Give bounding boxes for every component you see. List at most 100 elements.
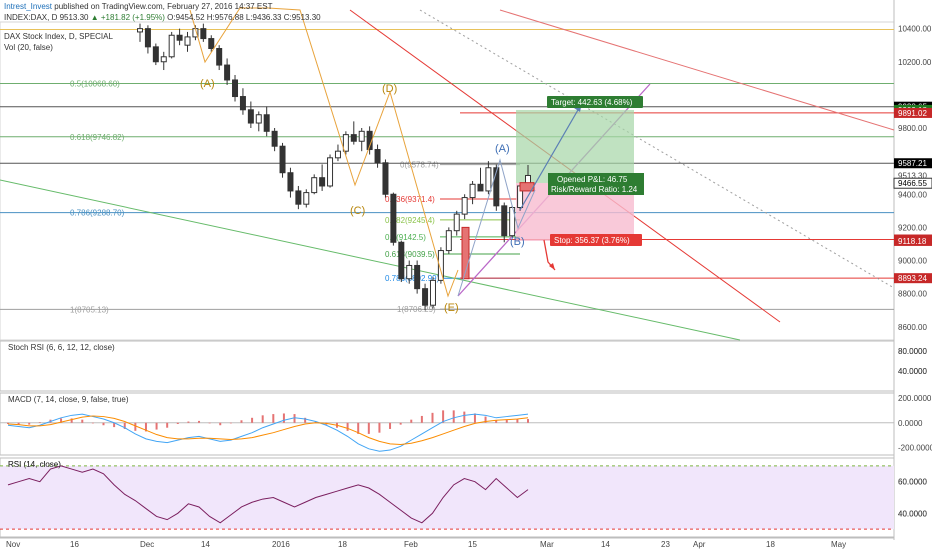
trend-line-red2	[499, 9, 895, 131]
candle-body	[493, 167, 500, 207]
publish-line: Intrest_Invest published on TradingView.…	[4, 2, 272, 11]
candle-body	[477, 183, 484, 192]
stoch-title: Stoch RSI (6, 6, 12, 12, close)	[8, 343, 115, 352]
candle-body	[382, 162, 389, 195]
price-tick: 9200.00	[898, 223, 927, 232]
pnl-label-bg	[548, 173, 644, 195]
rsi-tick: 40.0000	[898, 509, 927, 518]
time-tick: 14	[601, 540, 610, 549]
target-label-bg	[547, 96, 643, 108]
rr-label: Risk/Reward Ratio: 1.24	[551, 185, 638, 194]
candle-body	[208, 38, 215, 49]
candle-body	[176, 34, 183, 41]
fib-label-right: 0.618(9039.5)	[385, 250, 435, 259]
price-tick: 9400.00	[898, 190, 927, 199]
candle-body	[445, 230, 452, 252]
candle-body	[295, 190, 302, 205]
candle-body	[469, 183, 476, 199]
price-badge	[894, 107, 932, 118]
macd-tick: -200.0000	[898, 444, 932, 453]
fib-label-right: 0.236(9371.4)	[385, 195, 435, 204]
candle-body	[350, 134, 357, 142]
candle-body	[255, 114, 262, 124]
macd-pane	[0, 392, 895, 456]
time-tick: May	[831, 540, 846, 549]
price-tick: 9000.00	[898, 257, 927, 266]
candle-body	[437, 250, 444, 281]
time-tick: Feb	[404, 540, 418, 549]
time-tick: 15	[468, 540, 477, 549]
candle-body	[311, 177, 318, 194]
chart-title: DAX Stock Index, D, SPECIAL	[4, 32, 113, 41]
stop-label-bg	[550, 234, 642, 246]
rsi-title: RSI (14, close)	[8, 460, 61, 469]
stoch-tick: 40.0000	[898, 367, 927, 376]
price-badge-text: 9466.55	[898, 179, 927, 188]
price-tick: 9800.00	[898, 124, 927, 133]
wave-label: (A)	[495, 143, 510, 155]
fib-label-left: 0.786(9288.70)	[70, 209, 125, 218]
candle-body	[160, 56, 167, 63]
price-tick: 8600.00	[898, 323, 927, 332]
rsi-title: RSI (14, close)	[8, 460, 61, 469]
fib-label-right: 0.382(9245.4)	[385, 216, 435, 225]
candle-body	[414, 264, 421, 290]
published-text: published on TradingView.com, February 2…	[54, 2, 273, 11]
macd-tick: 200.0000	[898, 394, 932, 403]
price-badge-text: 9891.02	[898, 109, 927, 118]
price-badge-text: 9587.21	[898, 159, 927, 168]
quote-line: INDEX:DAX, D 9513.30 ▲ +181.82 (+1.95%) …	[4, 13, 321, 22]
stop-arrow-head	[549, 263, 555, 270]
wave-label: (E)	[444, 302, 459, 314]
rsi-band	[0, 465, 894, 530]
candle-body	[319, 177, 326, 187]
candle-body	[342, 134, 349, 152]
price-badge	[894, 235, 932, 246]
stop-label: Stop: 356.37 (3.76%)	[554, 236, 630, 245]
candle-body	[239, 96, 246, 111]
candle-body	[334, 150, 341, 159]
wave-label: (B)	[510, 236, 525, 248]
wave-line	[189, 7, 459, 298]
candle-body	[398, 241, 405, 280]
candle-body	[406, 264, 413, 280]
time-tick: Nov	[6, 540, 20, 549]
rsi-tick: 60.0000	[898, 478, 927, 487]
target-label: Target: 442.63 (4.68%)	[551, 98, 633, 107]
price-pane	[0, 21, 895, 341]
candle-body	[263, 114, 270, 132]
price-badge-text: 9118.18	[898, 237, 927, 246]
time-tick: Apr	[693, 540, 706, 549]
candle-body	[485, 167, 492, 192]
price-badge	[894, 273, 932, 284]
target-arrow-line	[519, 102, 583, 211]
rsi-line	[7, 465, 529, 524]
candle-body	[232, 79, 239, 98]
candle-body	[168, 34, 175, 58]
candle-body	[144, 28, 151, 48]
candle-body	[137, 28, 143, 33]
candle-body	[216, 48, 223, 66]
candle-body	[152, 46, 159, 63]
author-link[interactable]: Intrest_Invest	[4, 2, 53, 11]
wave-label: (C)	[350, 205, 365, 217]
candle-body	[224, 64, 231, 81]
candle-body	[287, 172, 294, 192]
highlight-candle	[461, 226, 470, 280]
fib-label-right: 0.5(9142.5)	[385, 233, 426, 242]
pnl-label: Opened P&L: 46.75	[557, 175, 628, 184]
fib-label-left: 1(8705.13)	[70, 305, 109, 314]
target-zone	[516, 109, 634, 183]
price-tick: 10400.00	[898, 25, 932, 34]
candle-body	[390, 193, 397, 243]
fib-label-left: 0.618(9746.82)	[70, 133, 125, 142]
price-badge-text: 8893.24	[898, 274, 927, 283]
vol-label: Vol (20, false)	[4, 43, 53, 52]
quote-change: +181.82 (+1.95%)	[100, 13, 165, 22]
macd-line	[7, 413, 529, 452]
fib-label-left: 0.5(10068.60)	[70, 80, 120, 89]
price-badge	[893, 177, 932, 189]
candle-body	[501, 205, 508, 237]
candle-body	[279, 145, 286, 174]
